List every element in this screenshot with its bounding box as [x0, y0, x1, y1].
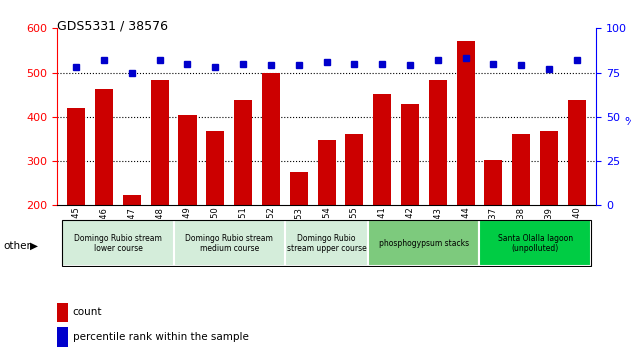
- Bar: [95, 89, 113, 294]
- Text: count: count: [73, 307, 102, 317]
- Bar: [62, 221, 174, 266]
- Bar: [285, 221, 369, 266]
- Text: phosphogypsum stacks: phosphogypsum stacks: [379, 239, 469, 248]
- Bar: [512, 133, 530, 294]
- Text: ▶: ▶: [30, 241, 38, 251]
- Text: Domingo Rubio
stream upper course: Domingo Rubio stream upper course: [286, 234, 367, 253]
- Bar: [290, 172, 308, 294]
- Bar: [540, 131, 558, 294]
- Text: percentile rank within the sample: percentile rank within the sample: [73, 332, 249, 342]
- Bar: [234, 101, 252, 294]
- Bar: [480, 221, 591, 266]
- Text: Santa Olalla lagoon
(unpolluted): Santa Olalla lagoon (unpolluted): [498, 234, 573, 253]
- Bar: [317, 140, 336, 294]
- Bar: [151, 80, 168, 294]
- Text: other: other: [3, 241, 31, 251]
- Bar: [68, 108, 85, 294]
- Y-axis label: %: %: [625, 117, 631, 127]
- Bar: [179, 115, 196, 294]
- Bar: [206, 131, 225, 294]
- Bar: [485, 160, 502, 294]
- Text: Domingo Rubio stream
lower course: Domingo Rubio stream lower course: [74, 234, 162, 253]
- Bar: [174, 221, 285, 266]
- Bar: [457, 41, 475, 294]
- Bar: [568, 101, 586, 294]
- Text: Domingo Rubio stream
medium course: Domingo Rubio stream medium course: [186, 234, 273, 253]
- Bar: [369, 221, 480, 266]
- Bar: [123, 195, 141, 294]
- Bar: [428, 80, 447, 294]
- Bar: [262, 73, 280, 294]
- Bar: [373, 94, 391, 294]
- Bar: [401, 104, 419, 294]
- Bar: [345, 133, 363, 294]
- Text: GDS5331 / 38576: GDS5331 / 38576: [57, 19, 168, 33]
